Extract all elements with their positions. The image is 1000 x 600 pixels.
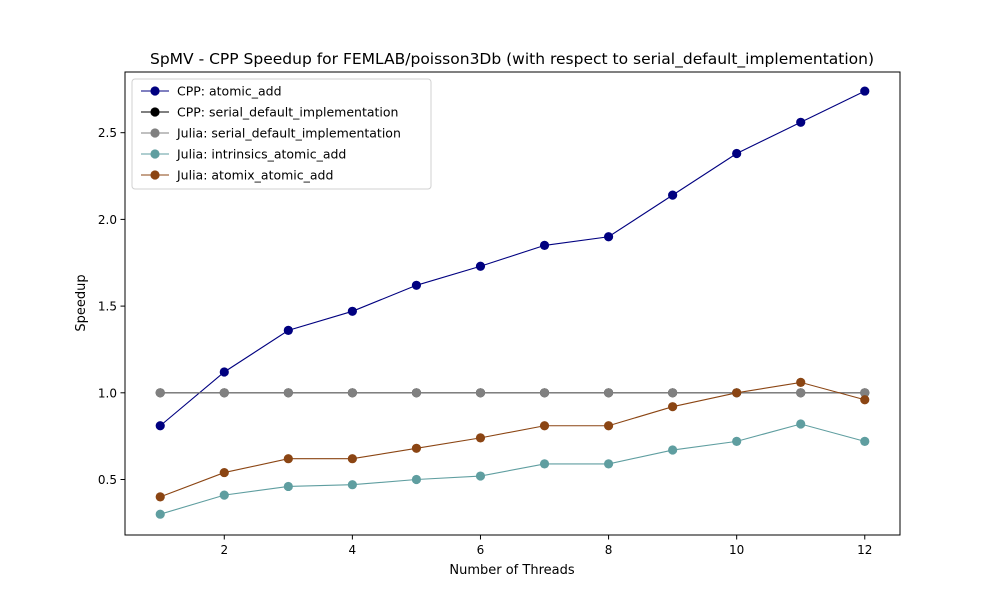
- series-line: [160, 423, 865, 515]
- data-point: [411, 280, 422, 290]
- data-point: [283, 454, 293, 464]
- data-point: [411, 388, 422, 398]
- data-point: [796, 419, 806, 429]
- chart-title: SpMV - CPP Speedup for FEMLAB/poisson3Db…: [150, 50, 874, 69]
- data-point: [860, 388, 870, 398]
- data-point: [539, 388, 550, 398]
- data-point: [475, 388, 486, 398]
- data-point: [796, 388, 806, 398]
- data-point: [411, 443, 422, 453]
- data-point: [668, 445, 678, 455]
- legend-marker: [150, 128, 160, 138]
- data-point: [539, 421, 550, 431]
- data-point: [860, 86, 870, 96]
- series-line: [159, 90, 866, 427]
- data-point: [603, 459, 614, 469]
- data-point: [475, 433, 486, 443]
- data-point: [860, 436, 870, 446]
- data-point: [732, 388, 742, 398]
- x-axis-label: Number of Threads: [449, 563, 574, 578]
- data-point: [219, 467, 229, 478]
- data-point: [219, 490, 229, 500]
- y-tick-label: 1.5: [98, 300, 117, 314]
- x-tick-label: 6: [477, 543, 485, 557]
- data-point: [539, 240, 550, 251]
- data-point: [668, 388, 678, 398]
- data-point: [219, 388, 229, 398]
- y-axis: 0.5 1.0 1.5 2.0 2.5: [98, 126, 125, 487]
- data-point: [475, 261, 486, 271]
- y-tick-label: 0.5: [98, 473, 117, 487]
- data-point: [155, 492, 165, 502]
- legend-label: CPP: atomic_add: [177, 84, 282, 99]
- x-tick-label: 4: [349, 543, 357, 557]
- legend-label: Julia: intrinsics_atomic_add: [176, 147, 346, 162]
- legend-marker: [150, 86, 160, 96]
- data-point: [732, 436, 742, 446]
- legend-label: Julia: atomix_atomic_add: [176, 168, 333, 183]
- data-point: [475, 471, 486, 481]
- data-point: [796, 377, 806, 388]
- data-point: [347, 480, 357, 490]
- legend-marker: [150, 149, 160, 159]
- series-5: [155, 377, 870, 502]
- y-axis-label: Speedup: [74, 274, 89, 331]
- series-1: [155, 86, 870, 431]
- plot-area: [155, 86, 870, 519]
- legend-box: [131, 78, 432, 190]
- x-tick-label: 8: [605, 543, 613, 557]
- data-point: [603, 232, 614, 242]
- legend-label: Julia: serial_default_implementation: [176, 126, 401, 141]
- legend-marker: [150, 170, 160, 180]
- data-point: [155, 509, 165, 519]
- y-tick-label: 1.0: [98, 386, 117, 400]
- data-point: [283, 388, 293, 398]
- data-point: [668, 190, 678, 200]
- data-point: [283, 325, 293, 335]
- data-point: [796, 117, 806, 127]
- y-tick-label: 2.5: [98, 126, 117, 140]
- legend-label: CPP: serial_default_implementation: [177, 105, 398, 120]
- data-point: [603, 388, 614, 398]
- data-point: [411, 474, 422, 485]
- x-tick-label: 2: [220, 543, 228, 557]
- data-point: [539, 459, 550, 469]
- legend: CPP: atomic_add CPP: serial_default_imple…: [131, 78, 432, 190]
- x-tick-label: 10: [729, 543, 744, 557]
- data-point: [668, 402, 678, 412]
- x-tick-label: 12: [857, 543, 872, 557]
- plot-frame: [124, 71, 901, 536]
- data-point: [155, 388, 165, 398]
- y-tick-label: 2.0: [98, 213, 117, 227]
- data-point: [283, 481, 293, 492]
- data-point: [155, 421, 165, 431]
- data-point: [219, 367, 229, 377]
- series-line: [160, 381, 865, 498]
- data-point: [732, 148, 742, 159]
- series-4: [155, 419, 870, 519]
- data-point: [347, 388, 357, 398]
- data-point: [860, 395, 870, 405]
- data-point: [603, 421, 614, 431]
- data-point: [347, 454, 357, 464]
- x-axis: 2 4 6 8 10 12: [220, 535, 872, 557]
- legend-marker: [150, 107, 160, 117]
- data-point: [347, 306, 357, 316]
